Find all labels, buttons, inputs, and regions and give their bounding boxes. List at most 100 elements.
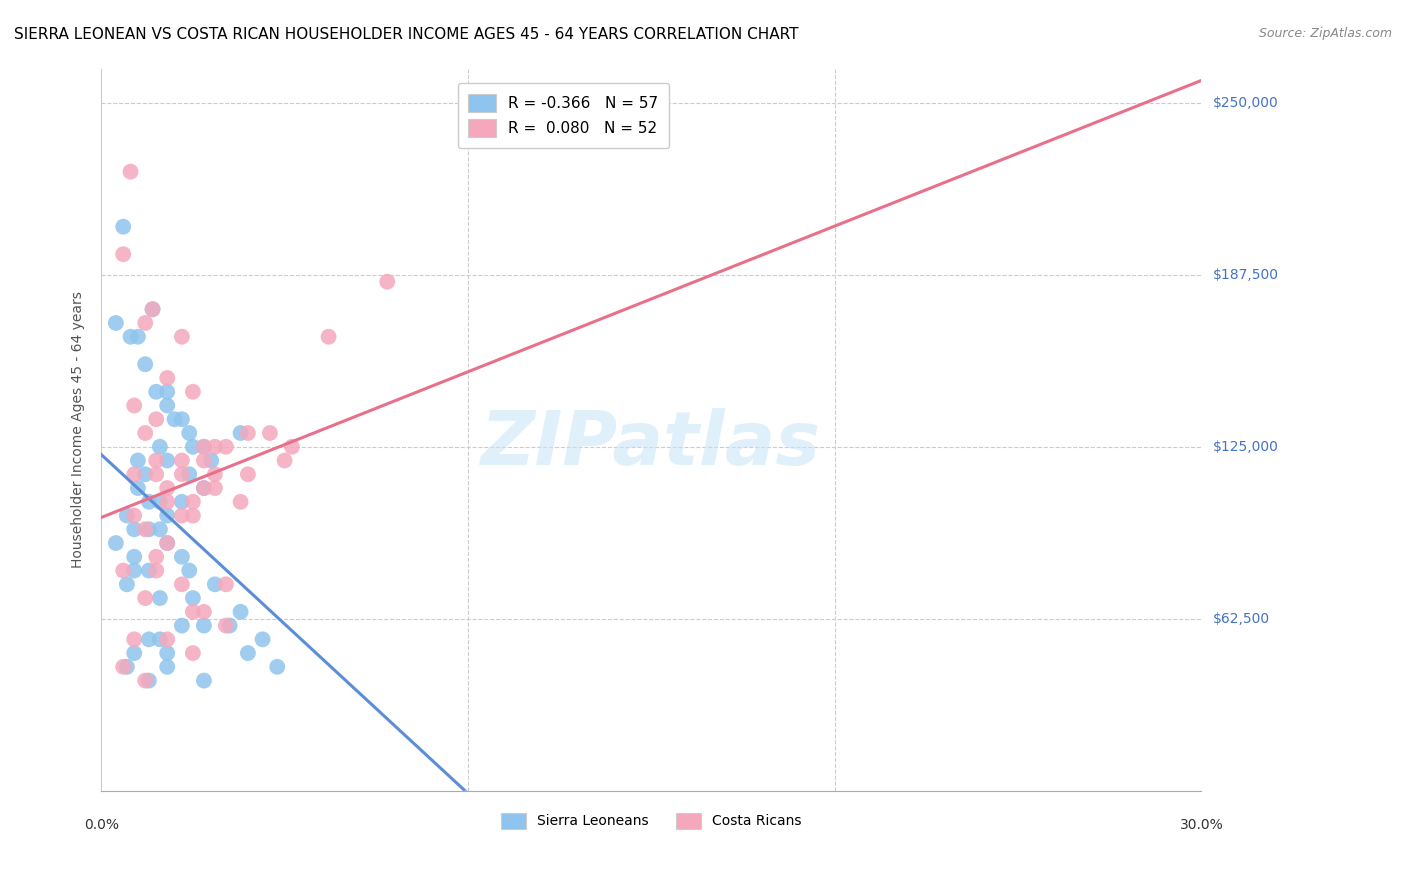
Point bbox=[115, 577, 138, 591]
Point bbox=[193, 673, 215, 688]
Point bbox=[204, 577, 226, 591]
Point bbox=[204, 481, 226, 495]
Point bbox=[252, 632, 274, 647]
Point bbox=[193, 481, 215, 495]
Point bbox=[156, 536, 179, 550]
Point bbox=[266, 660, 288, 674]
Point bbox=[134, 522, 156, 536]
Point bbox=[156, 646, 179, 660]
Point bbox=[156, 371, 179, 385]
Point bbox=[170, 577, 193, 591]
Point bbox=[138, 564, 160, 578]
Text: ZIPatlas: ZIPatlas bbox=[481, 408, 821, 481]
Point bbox=[156, 453, 179, 467]
Point bbox=[156, 632, 179, 647]
Text: $125,000: $125,000 bbox=[1212, 440, 1278, 454]
Point bbox=[193, 481, 215, 495]
Point bbox=[179, 564, 201, 578]
Point bbox=[236, 425, 259, 440]
Point bbox=[204, 440, 226, 454]
Point bbox=[145, 453, 167, 467]
Point bbox=[170, 467, 193, 482]
Point bbox=[156, 399, 179, 413]
Point bbox=[215, 577, 238, 591]
Point bbox=[149, 440, 172, 454]
Point bbox=[122, 564, 145, 578]
Point bbox=[215, 618, 238, 632]
Point bbox=[204, 467, 226, 482]
Point bbox=[127, 481, 149, 495]
Point bbox=[229, 605, 252, 619]
Point bbox=[134, 591, 156, 605]
Point bbox=[156, 536, 179, 550]
Point bbox=[127, 453, 149, 467]
Point bbox=[145, 384, 167, 399]
Point bbox=[122, 632, 145, 647]
Point bbox=[179, 467, 201, 482]
Point bbox=[181, 508, 204, 523]
Point bbox=[156, 660, 179, 674]
Point bbox=[115, 508, 138, 523]
Point bbox=[104, 316, 127, 330]
Point bbox=[170, 549, 193, 564]
Point bbox=[170, 495, 193, 509]
Point bbox=[122, 508, 145, 523]
Point bbox=[156, 508, 179, 523]
Point bbox=[236, 646, 259, 660]
Point bbox=[181, 495, 204, 509]
Point bbox=[149, 495, 172, 509]
Point bbox=[375, 275, 398, 289]
Point bbox=[170, 412, 193, 426]
Point bbox=[193, 453, 215, 467]
Point bbox=[229, 425, 252, 440]
Text: 30.0%: 30.0% bbox=[1180, 818, 1223, 832]
Point bbox=[156, 495, 179, 509]
Text: SIERRA LEONEAN VS COSTA RICAN HOUSEHOLDER INCOME AGES 45 - 64 YEARS CORRELATION : SIERRA LEONEAN VS COSTA RICAN HOUSEHOLDE… bbox=[14, 27, 799, 42]
Point bbox=[134, 467, 156, 482]
Point bbox=[142, 302, 165, 317]
Point bbox=[145, 467, 167, 482]
Point bbox=[215, 440, 238, 454]
Point bbox=[149, 591, 172, 605]
Point bbox=[236, 467, 259, 482]
Point bbox=[112, 660, 135, 674]
Point bbox=[193, 440, 215, 454]
Point bbox=[142, 302, 165, 317]
Point bbox=[156, 384, 179, 399]
Point bbox=[181, 440, 204, 454]
Point bbox=[149, 632, 172, 647]
Point bbox=[193, 605, 215, 619]
Point bbox=[170, 508, 193, 523]
Point bbox=[138, 495, 160, 509]
Point bbox=[112, 247, 135, 261]
Text: $250,000: $250,000 bbox=[1212, 96, 1278, 110]
Y-axis label: Householder Income Ages 45 - 64 years: Householder Income Ages 45 - 64 years bbox=[72, 291, 86, 568]
Point bbox=[273, 453, 295, 467]
Point bbox=[145, 412, 167, 426]
Point bbox=[181, 646, 204, 660]
Point bbox=[127, 329, 149, 343]
Point bbox=[149, 522, 172, 536]
Point bbox=[134, 425, 156, 440]
Point bbox=[134, 357, 156, 371]
Point bbox=[112, 219, 135, 234]
Point bbox=[122, 399, 145, 413]
Text: 0.0%: 0.0% bbox=[84, 818, 118, 832]
Point bbox=[156, 481, 179, 495]
Point bbox=[145, 564, 167, 578]
Point bbox=[170, 453, 193, 467]
Point bbox=[145, 549, 167, 564]
Point bbox=[138, 522, 160, 536]
Point bbox=[170, 329, 193, 343]
Point bbox=[193, 440, 215, 454]
Point bbox=[163, 412, 186, 426]
Point bbox=[122, 549, 145, 564]
Point bbox=[120, 164, 142, 178]
Point bbox=[138, 632, 160, 647]
Point bbox=[318, 329, 340, 343]
Point bbox=[134, 316, 156, 330]
Point bbox=[193, 618, 215, 632]
Point bbox=[134, 673, 156, 688]
Point bbox=[281, 440, 304, 454]
Point bbox=[122, 646, 145, 660]
